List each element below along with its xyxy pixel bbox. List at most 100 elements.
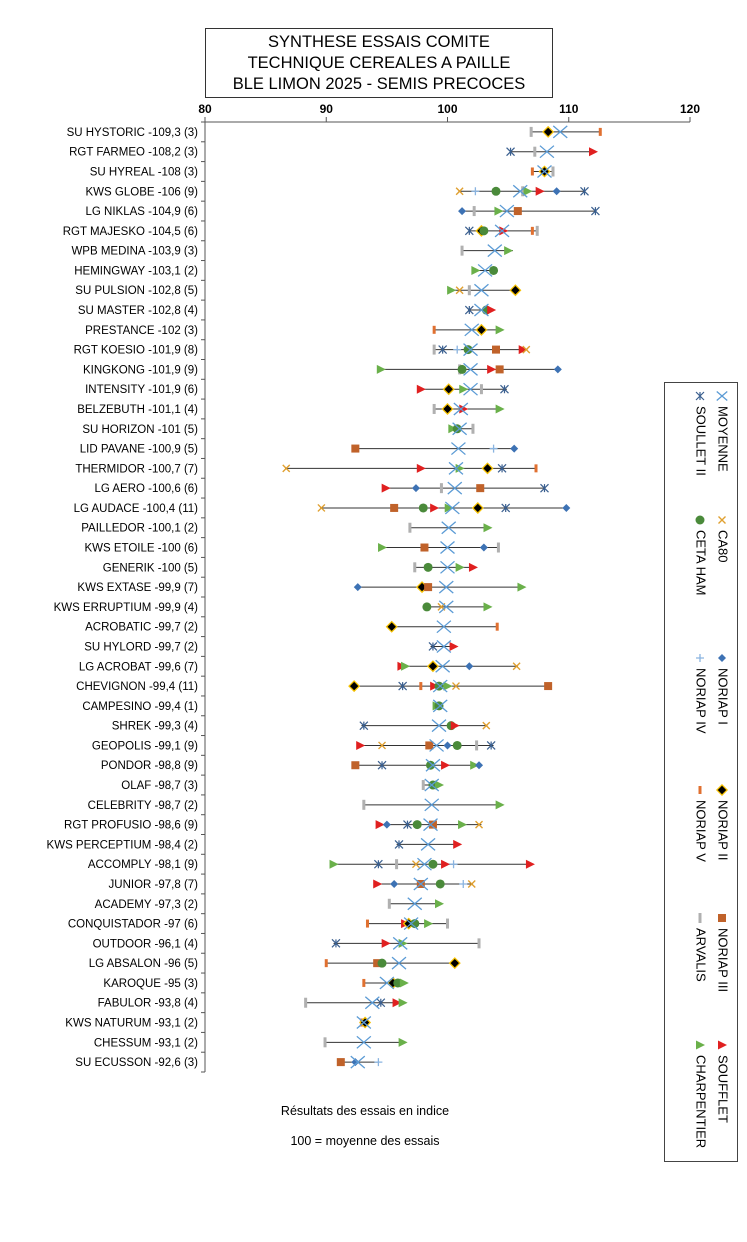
- point-noriap2: [348, 680, 361, 693]
- point-cetaham: [479, 226, 489, 236]
- point-noriap2: [509, 284, 522, 297]
- variety-row-36: KWS PERCEPTIUM -98,4 (2): [47, 837, 463, 851]
- variety-row-19: LG AUDACE -100,4 (11): [74, 501, 571, 515]
- point-soufflet2: [525, 859, 535, 869]
- point-noriap2: [471, 501, 484, 514]
- legend-marker-noriap4: [696, 654, 704, 662]
- point-soullet: [497, 463, 507, 473]
- point-ca80: [522, 345, 531, 354]
- point-noriap1: [458, 207, 467, 216]
- variety-row-41: OUTDOOR -96,1 (4): [93, 936, 481, 950]
- x-tick-label-4: 120: [680, 102, 700, 116]
- point-arvalis: [408, 522, 412, 533]
- point-charpentier: [517, 582, 527, 592]
- point-moyenne: [431, 719, 447, 733]
- point-moyenne: [453, 402, 469, 416]
- point-charpentier: [401, 661, 411, 671]
- legend-marker-noriap3: [718, 914, 726, 922]
- point-soullet: [580, 186, 589, 196]
- point-soufflet: [381, 483, 391, 493]
- point-noriap3: [425, 741, 434, 750]
- point-charpentier: [444, 503, 454, 513]
- point-moyenne: [450, 442, 466, 456]
- point-soufflet: [487, 305, 497, 315]
- point-ca80: [411, 860, 420, 869]
- point-arvalis: [535, 225, 539, 236]
- point-noriap2: [481, 462, 494, 475]
- variety-row-46: CHESSUM -93,1 (2): [94, 1035, 408, 1049]
- point-charpentier: [447, 285, 457, 295]
- point-soullet: [438, 345, 448, 355]
- point-noriap3: [492, 345, 500, 354]
- variety-label: CELEBRITY -98,7 (2): [88, 800, 199, 812]
- variety-row-38: JUNIOR -97,8 (7): [109, 877, 476, 891]
- point-soullet: [377, 760, 387, 770]
- point-cetaham: [418, 503, 428, 513]
- variety-row-16: LID PAVANE -100,9 (5): [80, 442, 519, 456]
- point-moyenne: [512, 184, 528, 198]
- point-noriap1: [382, 820, 391, 829]
- point-moyenne: [537, 164, 552, 178]
- point-soullet: [501, 503, 511, 513]
- point-charpentier: [470, 760, 480, 770]
- variety-row-6: WPB MEDINA -103,9 (3): [71, 244, 514, 258]
- point-moyenne: [441, 521, 457, 535]
- variety-label: SU HYSTORIC -109,3 (3): [67, 127, 199, 139]
- point-noriap2: [385, 620, 398, 633]
- point-soullet: [486, 741, 496, 750]
- point-soullet: [359, 721, 369, 731]
- point-moyenne: [477, 263, 493, 277]
- variety-label: ACROBATIC -99,7 (2): [85, 622, 198, 634]
- point-charpentier: [523, 186, 533, 196]
- variety-label: BELZEBUTH -101,1 (4): [77, 404, 198, 416]
- variety-label: LG NIKLAS -104,9 (6): [86, 206, 199, 218]
- point-arvalis: [460, 245, 464, 256]
- point-noriap2: [448, 957, 461, 970]
- point-noriap2: [542, 125, 555, 138]
- point-moyenne: [379, 976, 395, 990]
- point-noriap1: [475, 761, 484, 770]
- variety-label: LID PAVANE -100,9 (5): [80, 444, 198, 456]
- point-soullet: [394, 839, 404, 849]
- point-moyenne: [413, 877, 429, 891]
- point-charpentier: [378, 543, 388, 553]
- point-soullet: [464, 305, 474, 315]
- point-cetaham: [422, 602, 432, 612]
- variety-label: GEOPOLIS -99,1 (9): [92, 740, 198, 752]
- point-noriap5: [365, 919, 369, 928]
- point-ca80: [467, 879, 476, 888]
- chart-title-line-3: BLE LIMON 2025 - SEMIS PRECOCES: [232, 75, 526, 93]
- variety-row-44: FABULOR -93,8 (4): [98, 996, 408, 1010]
- variety-label: RGT KOESIO -101,9 (8): [74, 345, 199, 357]
- point-moyenne: [474, 303, 489, 317]
- point-ca80: [317, 503, 326, 512]
- variety-label: OLAF -98,7 (3): [121, 780, 198, 792]
- point-noriap3: [336, 1058, 345, 1067]
- x-tick-label-1: 90: [320, 102, 334, 116]
- point-charpentier: [329, 859, 339, 869]
- variety-row-23: KWS EXTASE -99,9 (7): [77, 580, 527, 594]
- variety-label: KWS GLOBE -106 (9): [86, 186, 199, 198]
- legend-marker-ca80: [718, 516, 726, 524]
- point-ca80: [482, 721, 491, 730]
- point-soullet: [403, 820, 412, 830]
- legend-marker-moyenne: [716, 391, 728, 401]
- point-soufflet: [499, 226, 509, 236]
- legend-item-noriap5: NORIAP V: [694, 786, 709, 862]
- legend-item-soullet: SOULLET II: [694, 391, 709, 476]
- variety-label: INTENSITY -101,9 (6): [85, 384, 198, 396]
- point-moyenne: [440, 560, 455, 574]
- point-soullet: [428, 642, 438, 651]
- point-charpentier: [495, 800, 505, 810]
- point-moyenne: [438, 600, 454, 614]
- point-cetaham: [377, 958, 387, 968]
- legend-marker-cetaham: [695, 515, 705, 525]
- point-noriap5: [362, 978, 366, 987]
- point-moyenne: [499, 204, 515, 218]
- legend-marker-charpentier: [696, 1040, 705, 1050]
- point-moyenne: [474, 283, 489, 297]
- legend-label-noriap4: NORIAP IV: [694, 668, 709, 734]
- point-soufflet: [430, 503, 440, 513]
- legend-label-ca80: CA80: [716, 530, 731, 563]
